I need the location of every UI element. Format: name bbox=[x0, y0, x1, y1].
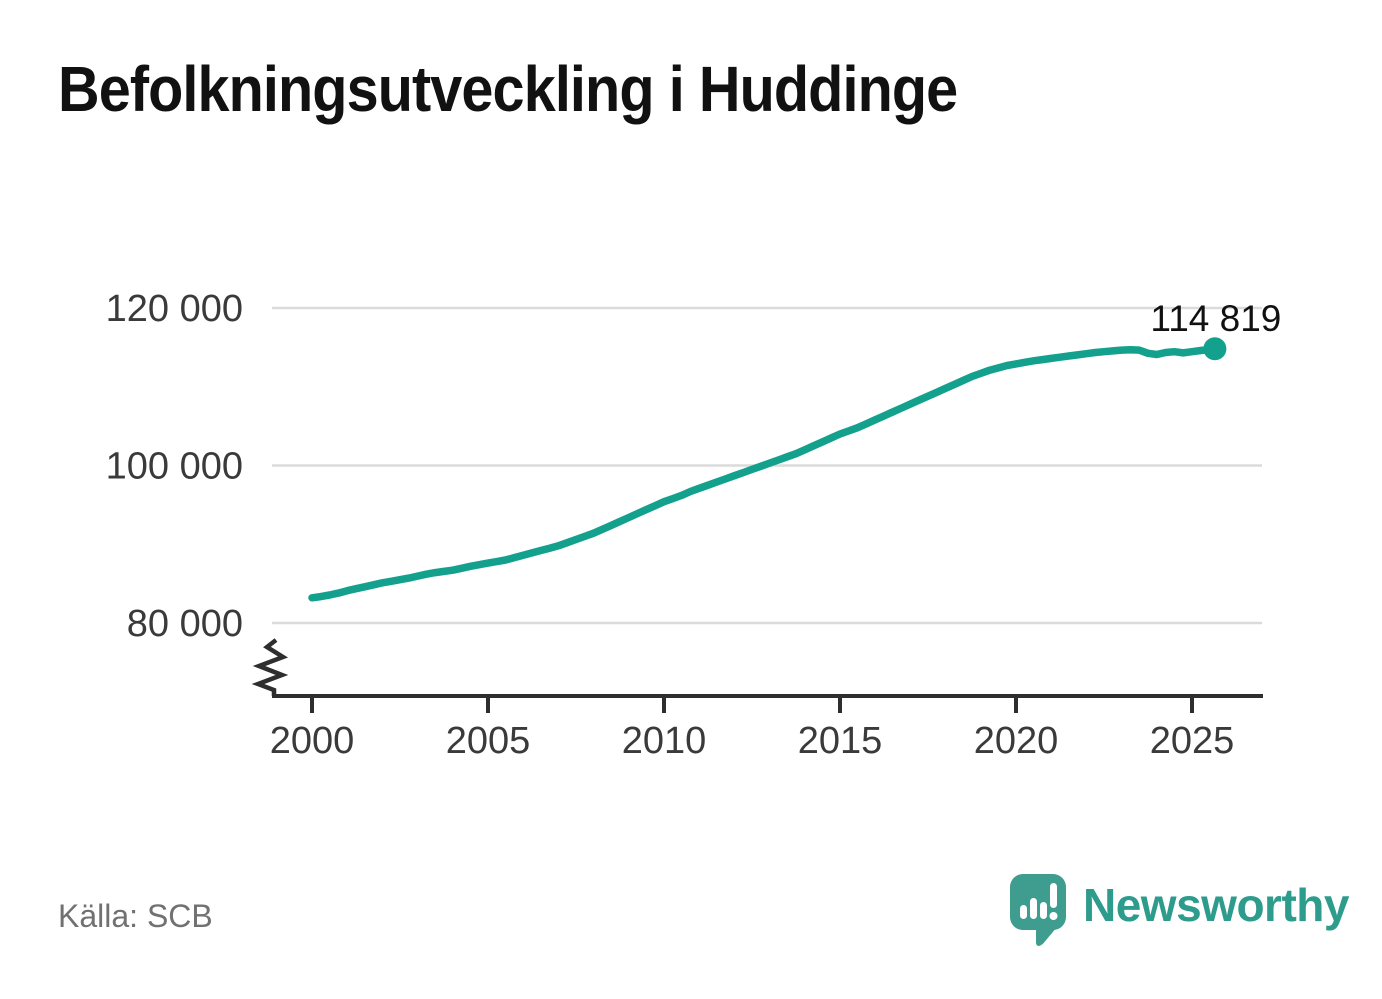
x-tick-label: 2005 bbox=[446, 720, 531, 762]
end-point-label: 114 819 bbox=[1150, 298, 1281, 339]
end-point-dot bbox=[1203, 337, 1227, 361]
y-tick-label: 120 000 bbox=[106, 288, 243, 330]
x-axis-ticks bbox=[310, 696, 1194, 713]
x-tick-label: 2025 bbox=[1150, 720, 1235, 762]
population-line bbox=[308, 345, 1219, 602]
x-tick-label: 2015 bbox=[798, 720, 883, 762]
newsworthy-logo: Newsworthy bbox=[1008, 872, 1349, 948]
x-tick-label: 2000 bbox=[270, 720, 355, 762]
x-axis-labels: 2000 2005 2010 2015 2020 2025 bbox=[270, 720, 1235, 762]
y-tick-label: 80 000 bbox=[127, 603, 243, 645]
brand-name: Newsworthy bbox=[1083, 879, 1349, 931]
y-axis-labels: 80 000 100 000 120 000 bbox=[106, 288, 243, 645]
y-tick-label: 100 000 bbox=[106, 446, 243, 488]
x-tick-label: 2020 bbox=[974, 720, 1059, 762]
chart-title: Befolkningsutveckling i Huddinge bbox=[58, 53, 958, 125]
axis-break-zigzag-icon bbox=[251, 638, 289, 696]
newsworthy-bubble-chart-icon bbox=[1010, 874, 1066, 946]
source-label: Källa: SCB bbox=[58, 898, 213, 934]
x-tick-label: 2010 bbox=[622, 720, 707, 762]
